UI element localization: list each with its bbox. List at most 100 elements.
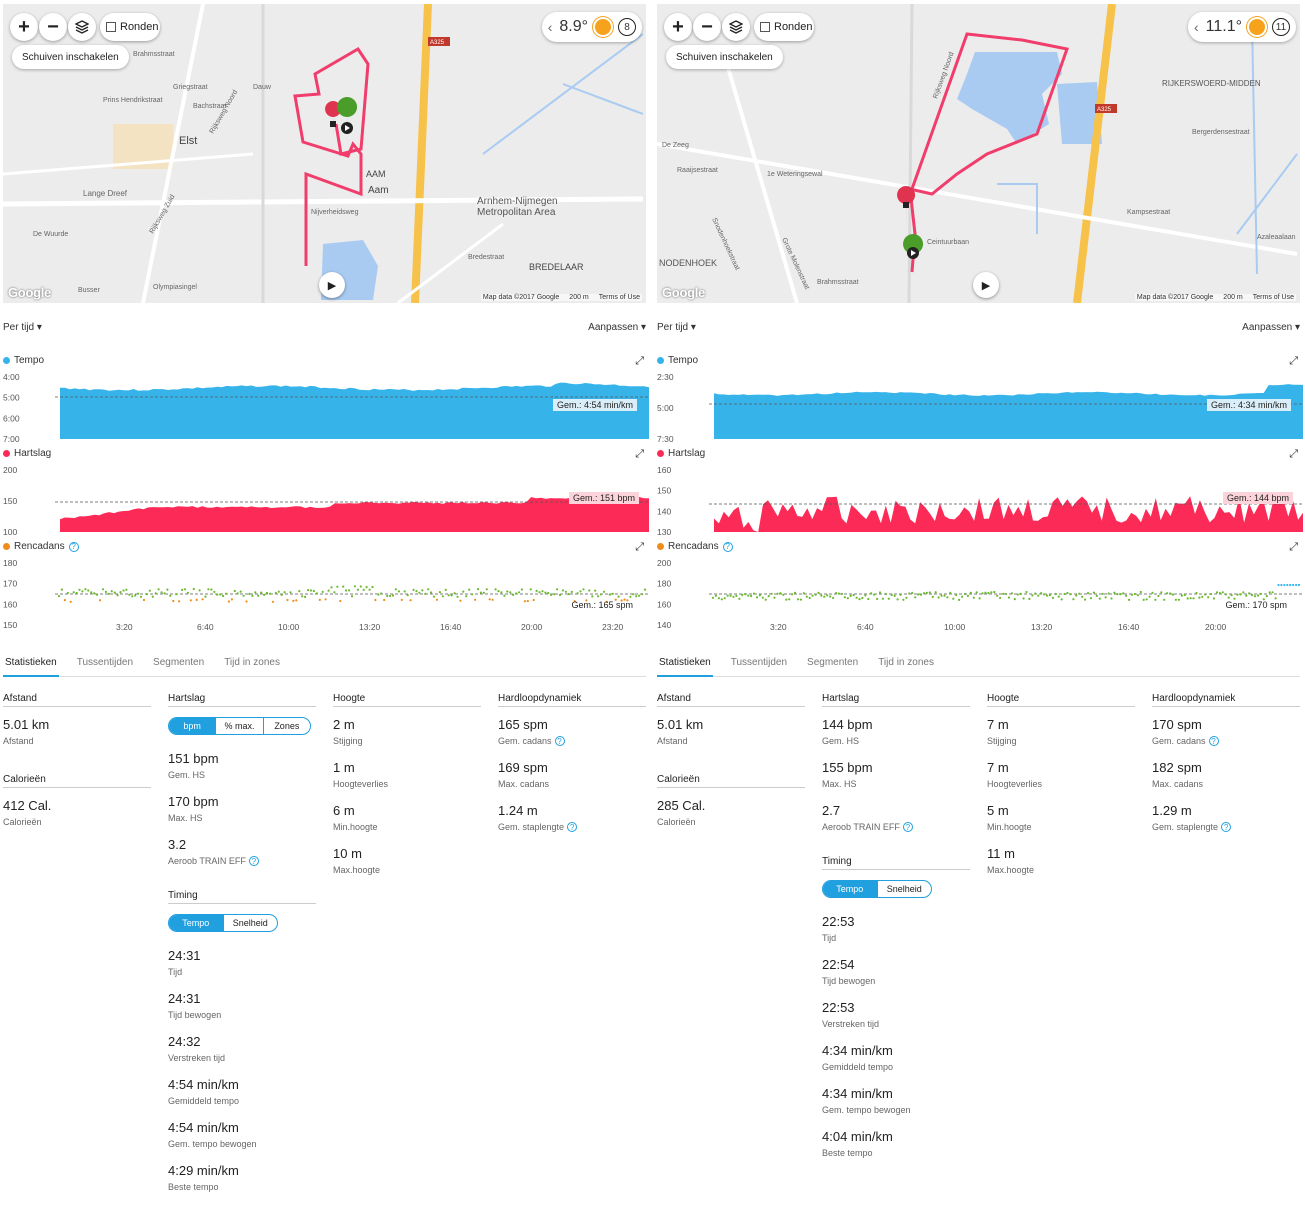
- enable-scroll-button[interactable]: Schuiven inschakelen: [12, 45, 129, 69]
- tempo-chart[interactable]: 4:005:006:007:003:206:4010:0013:2016:402…: [3, 355, 649, 448]
- cadence-point: [949, 591, 952, 594]
- tab-tijd-in-zones[interactable]: Tijd in zones: [878, 657, 934, 668]
- help-icon[interactable]: ?: [1208, 736, 1219, 746]
- snelheid-option[interactable]: Snelheid: [232, 918, 268, 928]
- enable-scroll-button[interactable]: Schuiven inschakelen: [666, 45, 783, 69]
- help-icon[interactable]: ?: [68, 541, 79, 552]
- help-icon[interactable]: ?: [248, 856, 259, 866]
- cadence-point: [934, 591, 937, 594]
- stat-item: 22:53 Verstreken tijd: [822, 1000, 970, 1043]
- tab-segmenten[interactable]: Segmenten: [807, 657, 859, 668]
- tempo-option[interactable]: Tempo: [169, 915, 224, 931]
- weather-widget[interactable]: ‹ 8.9° 8: [541, 12, 642, 42]
- tab-tijd-in-zones[interactable]: Tijd in zones: [224, 657, 280, 668]
- terms-link[interactable]: Terms of Use: [598, 294, 640, 301]
- zoom-in-button[interactable]: +: [664, 13, 692, 41]
- play-button[interactable]: ▶: [973, 272, 999, 298]
- tab-statistieken[interactable]: Statistieken: [3, 656, 59, 677]
- tab-statistieken[interactable]: Statistieken: [657, 656, 713, 677]
- hartslag-chart[interactable]: 2001501003:206:4010:0013:2016:4020:0023:…: [3, 448, 649, 541]
- timing-unit-toggle: Tempo Snelheid: [822, 880, 932, 898]
- stat-label: Gemiddeld tempo: [168, 1096, 240, 1106]
- route-map[interactable]: Elst AAM Aam Arnhem-Nijmegen Metropolita…: [3, 4, 646, 303]
- end-marker-icon[interactable]: [325, 101, 342, 144]
- cadence-point: [946, 596, 949, 599]
- zoom-out-button[interactable]: −: [693, 13, 721, 41]
- stat-label: Gem. tempo bewogen: [822, 1105, 911, 1115]
- zones-option[interactable]: Zones: [274, 721, 300, 731]
- tempo-chart[interactable]: 2:305:007:303:206:4010:0013:2016:4020:00…: [657, 355, 1303, 448]
- tempo-option[interactable]: Tempo: [823, 881, 878, 897]
- expand-icon[interactable]: ⤢: [1289, 541, 1298, 553]
- route-map[interactable]: RIJKERSWOERD-MIDDEN NODENHOEK A325 Ceint…: [657, 4, 1300, 303]
- help-icon[interactable]: ?: [1221, 822, 1232, 832]
- map-canvas[interactable]: Elst AAM Aam Arnhem-Nijmegen Metropolita…: [3, 4, 646, 303]
- layers-icon[interactable]: [722, 13, 750, 41]
- tab-tussentijden[interactable]: Tussentijden: [76, 657, 134, 668]
- start-marker-icon[interactable]: [337, 97, 358, 150]
- expand-icon[interactable]: ⤢: [635, 355, 644, 367]
- snelheid-option[interactable]: Snelheid: [886, 884, 922, 894]
- zoom-out-button[interactable]: −: [39, 13, 67, 41]
- pct-max-option[interactable]: % max.: [216, 718, 264, 734]
- cadence-point: [553, 593, 556, 596]
- cadence-point: [1224, 593, 1227, 596]
- tab-tussentijden[interactable]: Tussentijden: [730, 657, 788, 668]
- chart-plot[interactable]: 2001501003:206:4010:0013:2016:4020:0023:…: [3, 448, 649, 541]
- weather-widget[interactable]: ‹ 11.1° 11: [1187, 12, 1296, 42]
- map-label: Raaijsestraat: [677, 167, 718, 174]
- stat-value: 4:34 min/km: [822, 1086, 893, 1101]
- bpm-option[interactable]: bpm: [169, 718, 217, 734]
- help-icon[interactable]: ?: [722, 541, 733, 552]
- cadence-point: [189, 599, 192, 602]
- cadence-point: [1095, 594, 1098, 597]
- help-icon[interactable]: ?: [554, 736, 565, 746]
- cadence-point: [304, 595, 307, 598]
- laps-checkbox[interactable]: [760, 22, 770, 32]
- chart-plot[interactable]: 4:005:006:007:003:206:4010:0013:2016:402…: [3, 355, 649, 448]
- cadence-point: [1268, 591, 1271, 594]
- cadence-point: [776, 592, 779, 595]
- expand-icon[interactable]: ⤢: [635, 448, 644, 460]
- start-marker-icon[interactable]: [903, 234, 924, 279]
- timing-header: Timing: [168, 890, 316, 904]
- expand-icon[interactable]: ⤢: [1289, 355, 1298, 367]
- chart-plot[interactable]: 180 170 160 150 3:20 6:40 10:00 13:20 16:40 20:00…: [3, 541, 649, 634]
- chevron-left-icon[interactable]: ‹: [547, 19, 553, 35]
- laps-checkbox[interactable]: [106, 22, 116, 32]
- hartslag-chart[interactable]: 1601501401303:206:4010:0013:2016:4020:00…: [657, 448, 1303, 541]
- stat-item: 2.7 Aeroob TRAIN EFF?: [822, 803, 970, 846]
- help-icon[interactable]: ?: [567, 822, 578, 832]
- cadans-legend-dot: [657, 543, 664, 550]
- cadans-chart[interactable]: 180 170 160 150 3:20 6:40 10:00 13:20 16:40 20:00…: [3, 541, 649, 634]
- dynamiek-header: Hardloopdynamiek: [498, 693, 646, 707]
- cadence-point: [1013, 598, 1016, 601]
- per-tijd-dropdown[interactable]: Per tijd ▾: [3, 322, 42, 333]
- cadence-point: [227, 600, 230, 603]
- expand-icon[interactable]: ⤢: [635, 541, 644, 553]
- help-icon[interactable]: ?: [902, 822, 913, 832]
- laps-toggle[interactable]: Ronden: [754, 13, 814, 41]
- chart-plot[interactable]: 200 180 160 140 3:20 6:40 10:00 13:20 16:40 20:00: [657, 541, 1303, 634]
- cadence-point: [758, 594, 761, 597]
- cadans-chart[interactable]: 200 180 160 140 3:20 6:40 10:00 13:20 16:40 20:00…: [657, 541, 1303, 634]
- zoom-in-button[interactable]: +: [10, 13, 38, 41]
- per-tijd-dropdown[interactable]: Per tijd ▾: [657, 322, 696, 333]
- expand-icon[interactable]: ⤢: [1289, 448, 1298, 460]
- aanpassen-dropdown[interactable]: Aanpassen ▾: [1242, 322, 1300, 333]
- cadence-point: [1198, 596, 1201, 599]
- cadence-point: [887, 597, 890, 600]
- end-marker-icon[interactable]: [897, 186, 916, 230]
- laps-toggle[interactable]: Ronden: [100, 13, 160, 41]
- aanpassen-dropdown[interactable]: Aanpassen ▾: [588, 322, 646, 333]
- tab-segmenten[interactable]: Segmenten: [153, 657, 205, 668]
- terms-link[interactable]: Terms of Use: [1252, 294, 1294, 301]
- cadence-point: [500, 591, 503, 594]
- chevron-left-icon[interactable]: ‹: [1193, 19, 1199, 35]
- play-button[interactable]: ▶: [319, 272, 345, 298]
- stat-label: Afstand: [657, 736, 688, 746]
- layers-icon[interactable]: [68, 13, 96, 41]
- average-badge: Gem.: 144 bpm: [1222, 492, 1293, 504]
